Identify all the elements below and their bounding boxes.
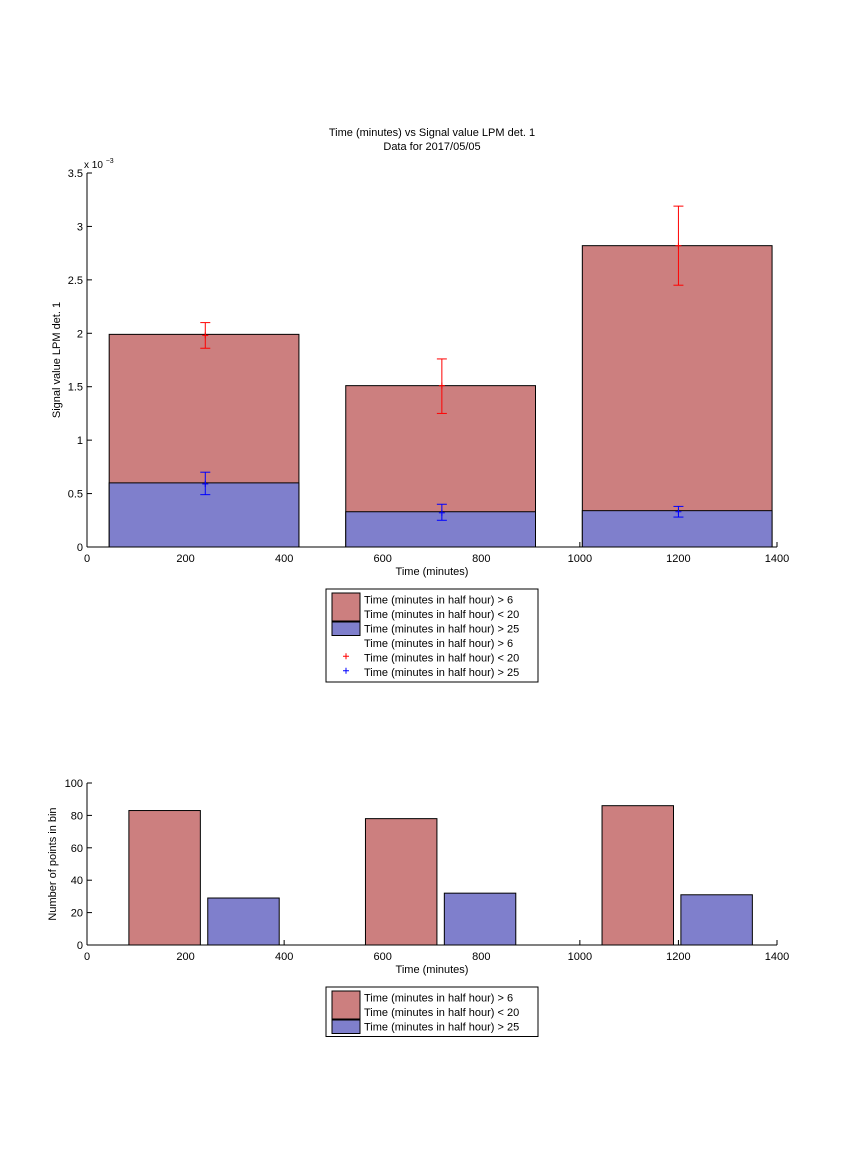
chart2-x-tick-label: 600 bbox=[374, 951, 392, 963]
chart2-x-tick-label: 800 bbox=[472, 951, 490, 963]
chart1-y-tick-label: 2.5 bbox=[68, 275, 83, 287]
chart1-legend-entry-text: Time (minutes in half hour) < 20 bbox=[364, 653, 519, 665]
chart1-legend-entry-text: Time (minutes in half hour) > 6 bbox=[364, 595, 513, 607]
chart1-legend-box bbox=[325, 588, 539, 683]
chart2-x-tick-label: 400 bbox=[275, 951, 293, 963]
chart2-x-tick-label: 1200 bbox=[666, 951, 690, 963]
chart2-x-tick-label: 200 bbox=[176, 951, 194, 963]
chart2-bar-red bbox=[128, 810, 201, 946]
chart2-y-tick-label: 80 bbox=[71, 810, 83, 822]
chart1-legend-swatch bbox=[331, 592, 361, 622]
chart2-legend-swatch bbox=[331, 990, 361, 1020]
chart1-x-tick-label: 1400 bbox=[765, 553, 789, 565]
chart2-x-tick-label: 1000 bbox=[568, 951, 592, 963]
chart1-title: Time (minutes) vs Signal value LPM det. … bbox=[329, 127, 535, 139]
chart2-legend: Time (minutes in half hour) > 6 Time (min… bbox=[325, 986, 539, 1037]
chart1-exponent-label: x 10 −3 bbox=[84, 158, 114, 171]
chart1-bar-blue bbox=[345, 511, 536, 548]
chart1-y-tick-label: 0 bbox=[77, 542, 83, 554]
chart1-legend-entry-text: Time (minutes in half hour) < 20 bbox=[364, 609, 519, 621]
chart2-legend-entry-text: Time (minutes in half hour) > 25 bbox=[364, 1022, 519, 1034]
chart1-exponent-power: −3 bbox=[106, 158, 114, 165]
chart2-legend-entry-text: Time (minutes in half hour) > 6 bbox=[364, 993, 513, 1005]
chart1-x-tick-label: 200 bbox=[176, 553, 194, 565]
chart2-x-tick-label: 1400 bbox=[765, 951, 789, 963]
chart2-legend-box bbox=[325, 986, 539, 1037]
chart2-y-tick-label: 0 bbox=[77, 940, 83, 952]
chart2-x-axis-label: Time (minutes) bbox=[396, 964, 469, 976]
chart2-legend-swatch bbox=[331, 1019, 361, 1034]
chart1-y-tick-label: 3 bbox=[77, 221, 83, 233]
chart1-y-tick-label: 1 bbox=[77, 435, 83, 447]
chart1-bar-blue bbox=[581, 510, 773, 548]
chart1-x-tick-label: 0 bbox=[84, 553, 90, 565]
chart1-x-tick-label: 1200 bbox=[666, 553, 690, 565]
chart1-y-tick-label: 1.5 bbox=[68, 382, 83, 394]
chart1-y-axis-label: Signal value LPM det. 1 bbox=[51, 302, 63, 418]
chart1-legend-entry-text: Time (minutes in half hour) > 25 bbox=[364, 667, 519, 679]
chart1-subtitle: Data for 2017/05/05 bbox=[383, 141, 480, 153]
chart2-y-tick-label: 20 bbox=[71, 908, 83, 920]
chart1-x-tick-label: 400 bbox=[275, 553, 293, 565]
chart1-x-axis-label: Time (minutes) bbox=[396, 566, 469, 578]
chart2-bar-blue bbox=[680, 894, 753, 946]
chart2-y-tick-label: 40 bbox=[71, 875, 83, 887]
chart1-plot: 0 200 400 600 800 1000 1200 1400 0 0.5 1 1.5 2 2.5 3 3.… bbox=[68, 168, 790, 565]
chart2-bar-blue bbox=[443, 892, 517, 946]
chart2-x-tick-label: 0 bbox=[84, 951, 90, 963]
chart1-legend-entry-text: Time (minutes in half hour) > 6 bbox=[364, 638, 513, 650]
chart1-x-tick-label: 800 bbox=[472, 553, 490, 565]
chart2-bar-blue bbox=[207, 897, 280, 946]
chart1-y-tick-label: 2 bbox=[77, 328, 83, 340]
chart2-y-tick-label: 100 bbox=[65, 778, 83, 790]
chart2-plot: 0 200 400 600 800 1000 1200 1400 0 20 40 60 80 100 bbox=[65, 778, 790, 963]
chart1-legend-swatch bbox=[331, 621, 361, 636]
chart2-y-tick-label: 60 bbox=[71, 843, 83, 855]
chart1-bar-blue bbox=[108, 482, 300, 548]
chart1-exponent-base: x 10 bbox=[84, 160, 103, 171]
chart2-bar-red bbox=[364, 818, 438, 946]
chart1-legend: Time (minutes in half hour) > 6 Time (min… bbox=[325, 588, 539, 683]
chart1-y-tick-label: 3.5 bbox=[68, 168, 83, 180]
chart2-legend-entry-text: Time (minutes in half hour) < 20 bbox=[364, 1007, 519, 1019]
chart1-bar-red bbox=[581, 245, 773, 548]
chart1-x-tick-label: 600 bbox=[374, 553, 392, 565]
chart2-bar-red bbox=[601, 805, 674, 946]
chart1-y-tick-label: 0.5 bbox=[68, 489, 83, 501]
chart1-legend-entry-text: Time (minutes in half hour) > 25 bbox=[364, 624, 519, 636]
chart1-x-tick-label: 1000 bbox=[568, 553, 592, 565]
chart2-y-axis-label: Number of points in bin bbox=[47, 807, 59, 920]
